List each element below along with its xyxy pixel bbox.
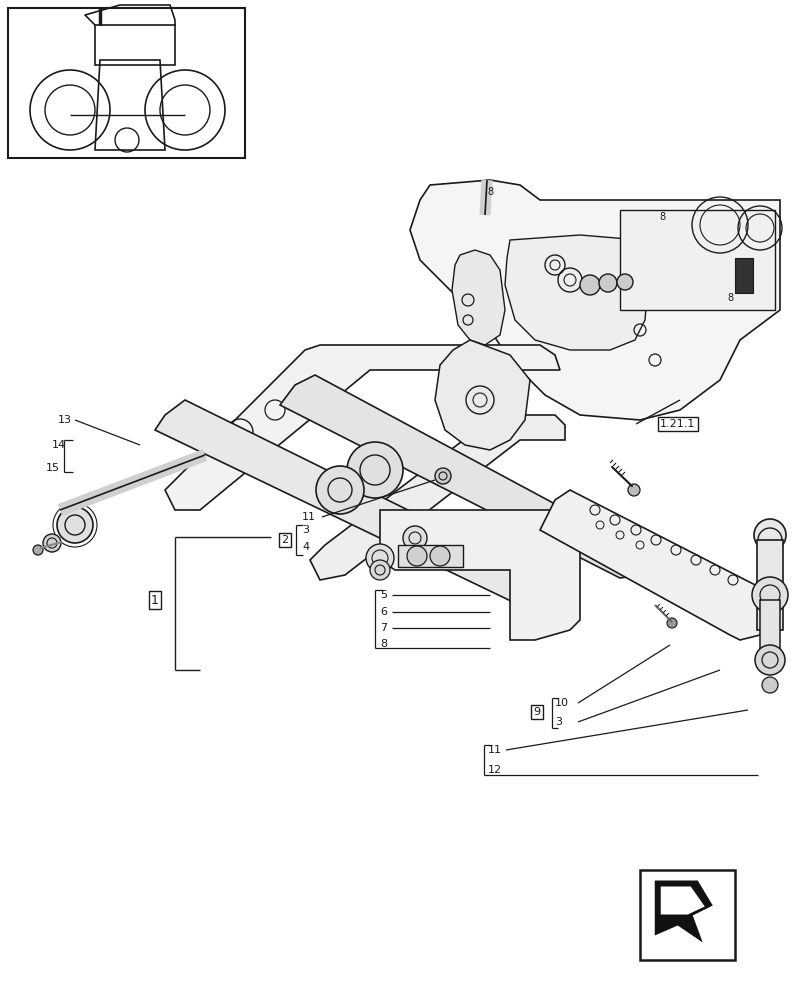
Circle shape	[666, 618, 676, 628]
Circle shape	[753, 519, 785, 551]
Bar	[619, 210, 774, 310]
Text: 8: 8	[658, 212, 664, 222]
Circle shape	[434, 468, 450, 484]
Text: 10: 10	[554, 698, 569, 708]
Circle shape	[598, 274, 616, 292]
Circle shape	[751, 577, 787, 613]
Text: 12: 12	[487, 765, 502, 775]
Text: 5: 5	[380, 590, 386, 600]
Text: 3: 3	[302, 525, 308, 535]
Circle shape	[430, 546, 450, 566]
Circle shape	[316, 466, 364, 514]
Polygon shape	[540, 490, 769, 640]
Circle shape	[627, 484, 639, 496]
Text: 1: 1	[151, 593, 159, 606]
Text: 11: 11	[302, 512, 316, 522]
Circle shape	[761, 677, 777, 693]
Text: 3: 3	[554, 717, 561, 727]
Text: 6: 6	[380, 607, 386, 617]
Bar	[756, 540, 782, 630]
Text: 4: 4	[302, 542, 308, 552]
Circle shape	[406, 546, 426, 566]
Bar	[397, 545, 463, 567]
Polygon shape	[504, 235, 649, 350]
Text: 8: 8	[726, 293, 732, 303]
Polygon shape	[451, 250, 504, 345]
Polygon shape	[654, 880, 712, 942]
Circle shape	[347, 442, 402, 498]
Circle shape	[57, 507, 93, 543]
Polygon shape	[660, 886, 704, 914]
Circle shape	[616, 274, 632, 290]
Text: 8: 8	[487, 187, 492, 197]
Text: 2: 2	[281, 535, 288, 545]
Circle shape	[43, 534, 61, 552]
Circle shape	[402, 526, 426, 550]
Polygon shape	[165, 345, 560, 510]
Circle shape	[754, 645, 784, 675]
Text: 8: 8	[380, 639, 386, 649]
Polygon shape	[310, 415, 565, 580]
Text: 9: 9	[532, 707, 540, 717]
Bar	[8, 8, 245, 158]
Bar	[734, 258, 752, 293]
Bar	[639, 870, 734, 960]
Polygon shape	[410, 180, 779, 420]
Polygon shape	[434, 340, 529, 450]
Polygon shape	[279, 375, 649, 578]
Text: 1.21.1: 1.21.1	[659, 419, 695, 429]
Bar	[759, 600, 779, 660]
Polygon shape	[380, 510, 579, 640]
Text: 15: 15	[46, 463, 60, 473]
Circle shape	[369, 560, 389, 580]
Text: 11: 11	[487, 745, 501, 755]
Text: 7: 7	[380, 623, 386, 633]
Circle shape	[365, 544, 393, 572]
Text: 13: 13	[58, 415, 72, 425]
Text: 14: 14	[52, 440, 66, 450]
Circle shape	[33, 545, 43, 555]
Polygon shape	[155, 400, 569, 615]
Circle shape	[579, 275, 599, 295]
